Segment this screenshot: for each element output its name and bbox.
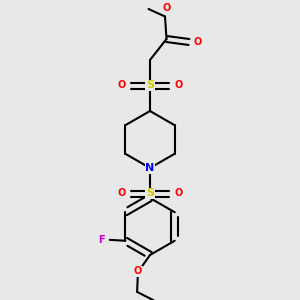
Text: O: O xyxy=(174,188,183,199)
Text: N: N xyxy=(146,163,154,173)
Text: O: O xyxy=(134,266,142,277)
Text: O: O xyxy=(162,3,171,13)
Text: S: S xyxy=(146,188,154,199)
Text: S: S xyxy=(146,80,154,91)
Text: O: O xyxy=(117,80,126,91)
Text: F: F xyxy=(99,235,105,245)
Text: O: O xyxy=(117,188,126,199)
Text: O: O xyxy=(193,37,202,47)
Text: O: O xyxy=(174,80,183,91)
